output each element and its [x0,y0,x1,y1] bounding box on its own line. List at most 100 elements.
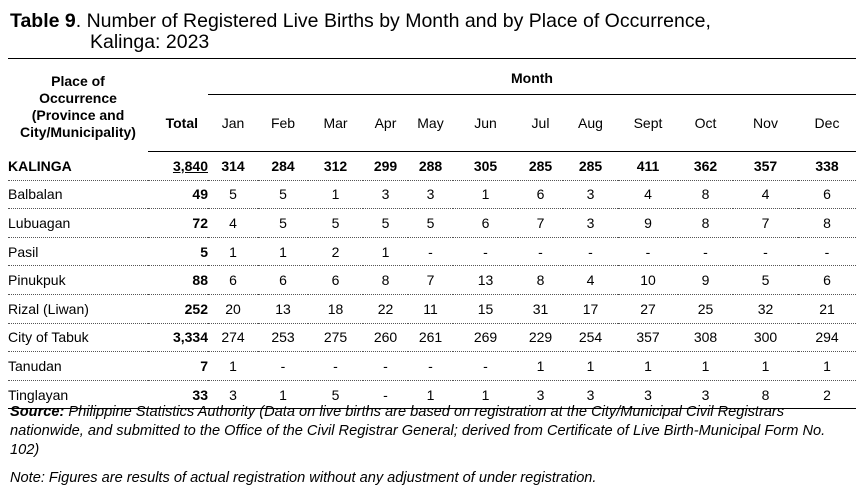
row-place-name: City of Tabuk [8,323,148,353]
row-month-value: 15 [453,294,518,324]
month-header-jul: Jul [518,94,563,152]
table-row: Rizal (Liwan) 252 20 13 18 22 11 15 31 17 27 25 32 21 [8,294,856,324]
row-month-value: 4 [733,180,798,210]
row-month-value: - [563,237,618,267]
row-month-value: - [363,351,408,381]
row-month-value: 300 [733,323,798,353]
row-month-value: 7 [518,208,563,238]
source-label: Source: [10,404,65,420]
row-month-value: 3 [563,180,618,210]
row-month-value: - [258,351,308,381]
month-header-may: May [408,94,453,152]
table-title: Table 9. Number of Registered Live Birth… [10,11,850,53]
row-month-value: 2 [308,237,363,267]
month-header-feb: Feb [258,94,308,152]
row-month-value: - [733,237,798,267]
row-month-value: 20 [208,294,258,324]
row-month-value: 3 [678,380,733,410]
row-month-value: - [363,380,408,410]
place-header-line4: City/Municipality) [20,123,136,140]
row-month-value: 5 [308,380,363,410]
row-month-value: 305 [453,151,518,181]
row-total: 3,334 [148,323,208,353]
row-month-value: 9 [618,208,678,238]
row-month-value: 261 [408,323,453,353]
row-month-value: 5 [258,208,308,238]
row-month-value: 8 [798,208,856,238]
row-month-value: 25 [678,294,733,324]
row-month-value: 8 [678,180,733,210]
month-header-oct: Oct [678,94,733,152]
registration-note: Note: Figures are results of actual regi… [10,470,597,486]
row-month-value: 1 [308,180,363,210]
month-header-jan: Jan [208,94,258,152]
row-month-value: - [308,351,363,381]
month-header-nov: Nov [733,94,798,152]
row-month-value: 357 [733,151,798,181]
month-header-aug: Aug [563,94,618,152]
table-row: Lubuagan 72 4 5 5 5 5 6 7 3 9 8 7 8 [8,208,856,238]
row-month-value: 260 [363,323,408,353]
row-month-value: - [678,237,733,267]
row-month-value: 274 [208,323,258,353]
month-header-mar: Mar [308,94,363,152]
row-month-value: 308 [678,323,733,353]
month-header-dec: Dec [798,94,856,152]
row-month-value: 11 [408,294,453,324]
row-month-value: 6 [308,265,363,295]
top-rule [8,58,856,59]
month-header-apr: Apr [363,94,408,152]
row-total: 5 [148,237,208,267]
row-month-value: 5 [733,265,798,295]
row-total: 33 [148,380,208,410]
row-month-value: 8 [733,380,798,410]
month-header: Month [208,62,856,95]
row-month-value: 229 [518,323,563,353]
row-month-value: 6 [798,180,856,210]
row-month-value: 411 [618,151,678,181]
row-month-value: 1 [408,380,453,410]
row-month-value: 2 [798,380,856,410]
row-month-value: 4 [208,208,258,238]
row-month-value: 1 [798,351,856,381]
row-month-value: 5 [363,208,408,238]
row-month-value: 6 [518,180,563,210]
row-month-value: 284 [258,151,308,181]
row-total: 72 [148,208,208,238]
row-month-value: 1 [733,351,798,381]
row-month-value: 1 [453,380,518,410]
source-note: Source: Philippine Statistics Authority … [10,403,856,460]
row-place-name: Rizal (Liwan) [8,294,148,324]
row-month-value: - [798,237,856,267]
row-month-value: 3 [208,380,258,410]
row-month-value: 27 [618,294,678,324]
row-month-value: 5 [208,180,258,210]
place-header-line2: Occurrence [39,89,117,106]
row-total: 252 [148,294,208,324]
row-month-value: 13 [453,265,518,295]
row-month-value: 4 [563,265,618,295]
row-month-value: 314 [208,151,258,181]
row-month-value: 285 [518,151,563,181]
row-month-value: 6 [798,265,856,295]
row-month-value: 6 [453,208,518,238]
row-month-value: 312 [308,151,363,181]
month-header-jun: Jun [453,94,518,152]
row-month-value: 362 [678,151,733,181]
row-month-value: 3 [408,180,453,210]
row-month-value: 1 [453,180,518,210]
row-place-name: Lubuagan [8,208,148,238]
table-row: Pinukpuk 88 6 6 6 8 7 13 8 4 10 9 5 6 [8,265,856,295]
row-month-value: - [408,351,453,381]
row-month-value: - [408,237,453,267]
month-header-sept: Sept [618,94,678,152]
table-row: Pasil 5 1 1 2 1- - - - - - - - [8,237,856,267]
row-month-value: 269 [453,323,518,353]
row-month-value: 6 [258,265,308,295]
row-month-value: 254 [563,323,618,353]
row-month-value: 1 [258,380,308,410]
row-month-value: 294 [798,323,856,353]
row-month-value: 3 [563,380,618,410]
row-month-value: 285 [563,151,618,181]
births-table: Place of Occurrence (Province and City/M… [8,62,856,410]
